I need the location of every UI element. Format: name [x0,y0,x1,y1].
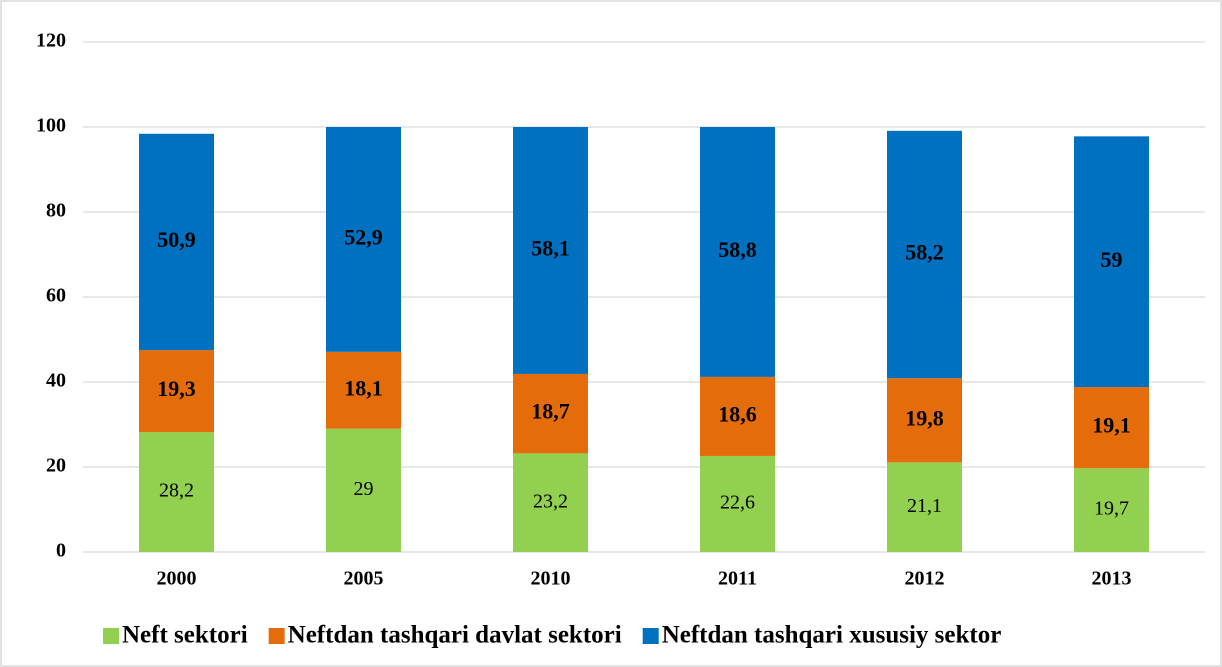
y-tick-label: 60 [46,285,66,307]
x-tick-label: 2011 [718,568,757,590]
bar-segment [326,351,401,429]
bar-segment [700,376,775,456]
bar-segment [513,373,588,454]
bar-segment [1074,136,1149,388]
data-label: 19,3 [157,376,196,401]
data-label: 23,2 [533,490,568,512]
data-label: 59 [1101,247,1123,272]
x-tick-label: 2010 [531,568,571,590]
x-tick-label: 2013 [1092,568,1132,590]
y-tick-label: 0 [56,540,66,562]
bar-segment [887,130,962,379]
bar-segment [1074,468,1149,552]
data-label: 58,1 [531,236,570,261]
bar-segment [139,133,214,351]
bar-segment [887,378,962,463]
bar-segment [1074,387,1149,469]
y-tick-label: 120 [36,30,66,52]
data-label: 28,2 [159,480,194,502]
bar-segment [700,127,775,377]
data-label: 18,6 [718,401,757,426]
data-label: 19,7 [1094,498,1129,520]
data-label: 19,1 [1092,413,1131,438]
data-label: 19,8 [905,405,944,430]
legend-label: Neft sektori [122,622,248,649]
y-tick-label: 100 [36,115,66,137]
bar-segment [513,127,588,374]
legend-label: Neftdan tashqari xususiy sektor [662,622,1002,649]
bar-segment [326,428,401,552]
data-label: 18,1 [344,375,383,400]
x-tick-label: 2000 [157,568,197,590]
data-label: 22,6 [720,492,755,514]
data-label: 29 [354,478,374,500]
data-label: 52,9 [344,224,383,249]
bar-segment [326,127,401,352]
legend-label: Neftdan tashqari davlat sektori [288,622,622,649]
bar-segment [139,350,214,433]
data-label: 21,1 [907,495,942,517]
bar-segment [887,462,962,552]
data-label: 50,9 [157,227,196,252]
x-tick-label: 2012 [905,568,945,590]
legend-swatch [103,628,119,644]
data-label: 58,2 [905,240,944,265]
legend-swatch [268,628,285,644]
bar-segment [700,455,775,552]
data-label: 58,8 [718,237,757,262]
y-tick-label: 80 [46,200,66,222]
y-tick-label: 40 [46,370,66,392]
x-tick-label: 2005 [344,568,384,590]
bar-segment [139,432,214,552]
data-label: 18,7 [531,399,570,424]
y-tick-label: 20 [46,455,66,477]
legend-swatch [642,628,659,644]
bar-segment [513,453,588,552]
